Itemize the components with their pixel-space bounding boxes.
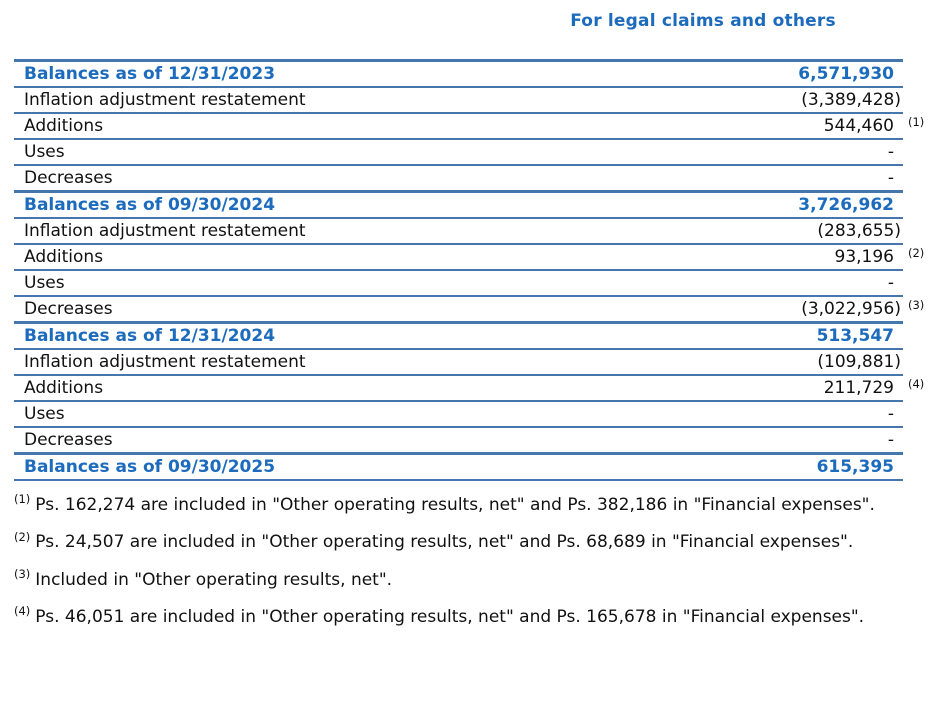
- provisions-table: Balances as of 12/31/2023 6,571,930 Infl…: [14, 59, 924, 481]
- table-row: Decreases -: [14, 166, 903, 192]
- row-label: Additions: [24, 378, 104, 398]
- row-label: Inflation adjustment restatement: [24, 221, 306, 241]
- row-value: -: [887, 430, 894, 450]
- table-row-balance: Balances as of 12/31/2023 6,571,930: [14, 61, 903, 88]
- row-value: (3,022,956): [801, 299, 901, 319]
- footnote: (1) Ps. 162,274 are included in "Other op…: [14, 492, 896, 518]
- row-value: 6,571,930: [798, 64, 894, 84]
- row-value: -: [887, 404, 894, 424]
- footnote-marker: (4): [14, 604, 31, 619]
- table-row: Additions 544,460 (1): [14, 114, 924, 140]
- row-label: Inflation adjustment restatement: [24, 90, 306, 110]
- row-label: Additions: [24, 116, 104, 136]
- footnote-text: Ps. 162,274 are included in "Other opera…: [35, 495, 875, 515]
- row-label: Uses: [24, 404, 65, 424]
- row-label: Uses: [24, 273, 65, 293]
- table-row-balance: Balances as of 09/30/2025 615,395: [14, 454, 903, 481]
- row-value: (3,389,428): [801, 90, 901, 110]
- row-value: (109,881): [817, 352, 901, 372]
- table-row: Inflation adjustment restatement (3,389,…: [14, 88, 903, 114]
- row-value: 513,547: [816, 326, 894, 346]
- table-row: Uses -: [14, 140, 903, 166]
- footnote-text: Included in "Other operating results, ne…: [35, 569, 393, 590]
- row-label: Balances as of 12/31/2023: [24, 64, 276, 84]
- row-value: (283,655): [817, 221, 901, 241]
- table-row: Decreases -: [14, 428, 903, 454]
- row-label: Balances as of 09/30/2025: [24, 457, 276, 477]
- footnote-marker: (2): [14, 529, 31, 544]
- row-label: Decreases: [24, 168, 113, 188]
- column-header: For legal claims and others: [570, 11, 836, 31]
- row-value: -: [887, 273, 894, 293]
- table-row: Decreases (3,022,956) (3): [14, 297, 924, 323]
- row-value: 3,726,962: [798, 195, 894, 215]
- table-row-balance: Balances as of 12/31/2024 513,547: [14, 323, 903, 350]
- table-row: Additions 93,196 (2): [14, 245, 924, 271]
- row-label: Inflation adjustment restatement: [24, 352, 306, 372]
- row-label: Balances as of 12/31/2024: [24, 326, 276, 346]
- footnote: (3) Included in "Other operating results,…: [14, 567, 896, 593]
- row-label: Uses: [24, 142, 65, 162]
- row-value: -: [887, 168, 894, 188]
- row-label: Decreases: [24, 299, 113, 319]
- footnote-ref: (1): [908, 115, 925, 129]
- row-value: 211,729: [823, 378, 894, 398]
- row-label: Decreases: [24, 430, 113, 450]
- footnotes-section: (1) Ps. 162,274 are included in "Other op…: [14, 492, 896, 641]
- footnote-ref: (3): [908, 298, 925, 312]
- table-row: Inflation adjustment restatement (109,88…: [14, 350, 903, 376]
- row-value: 615,395: [816, 457, 894, 477]
- row-value: 93,196: [834, 247, 894, 267]
- table-row: Uses -: [14, 271, 903, 297]
- footnote-text: Ps. 24,507 are included in "Other operat…: [35, 532, 854, 553]
- table-row: Inflation adjustment restatement (283,65…: [14, 219, 903, 245]
- row-value: -: [887, 142, 894, 162]
- footnote-marker: (1): [14, 492, 31, 507]
- footnote-ref: (4): [908, 377, 925, 391]
- row-value: 544,460: [823, 116, 894, 136]
- table-row-balance: Balances as of 09/30/2024 3,726,962: [14, 192, 903, 219]
- footnote: (2) Ps. 24,507 are included in "Other ope…: [14, 529, 896, 555]
- row-label: Balances as of 09/30/2024: [24, 195, 276, 215]
- footnote-marker: (3): [14, 567, 31, 582]
- footnote-ref: (2): [908, 246, 925, 260]
- footnote-text: Ps. 46,051 are included in "Other operat…: [35, 607, 865, 628]
- table-row: Uses -: [14, 402, 903, 428]
- table-row: Additions 211,729 (4): [14, 376, 924, 402]
- footnote: (4) Ps. 46,051 are included in "Other ope…: [14, 604, 896, 630]
- row-label: Additions: [24, 247, 104, 267]
